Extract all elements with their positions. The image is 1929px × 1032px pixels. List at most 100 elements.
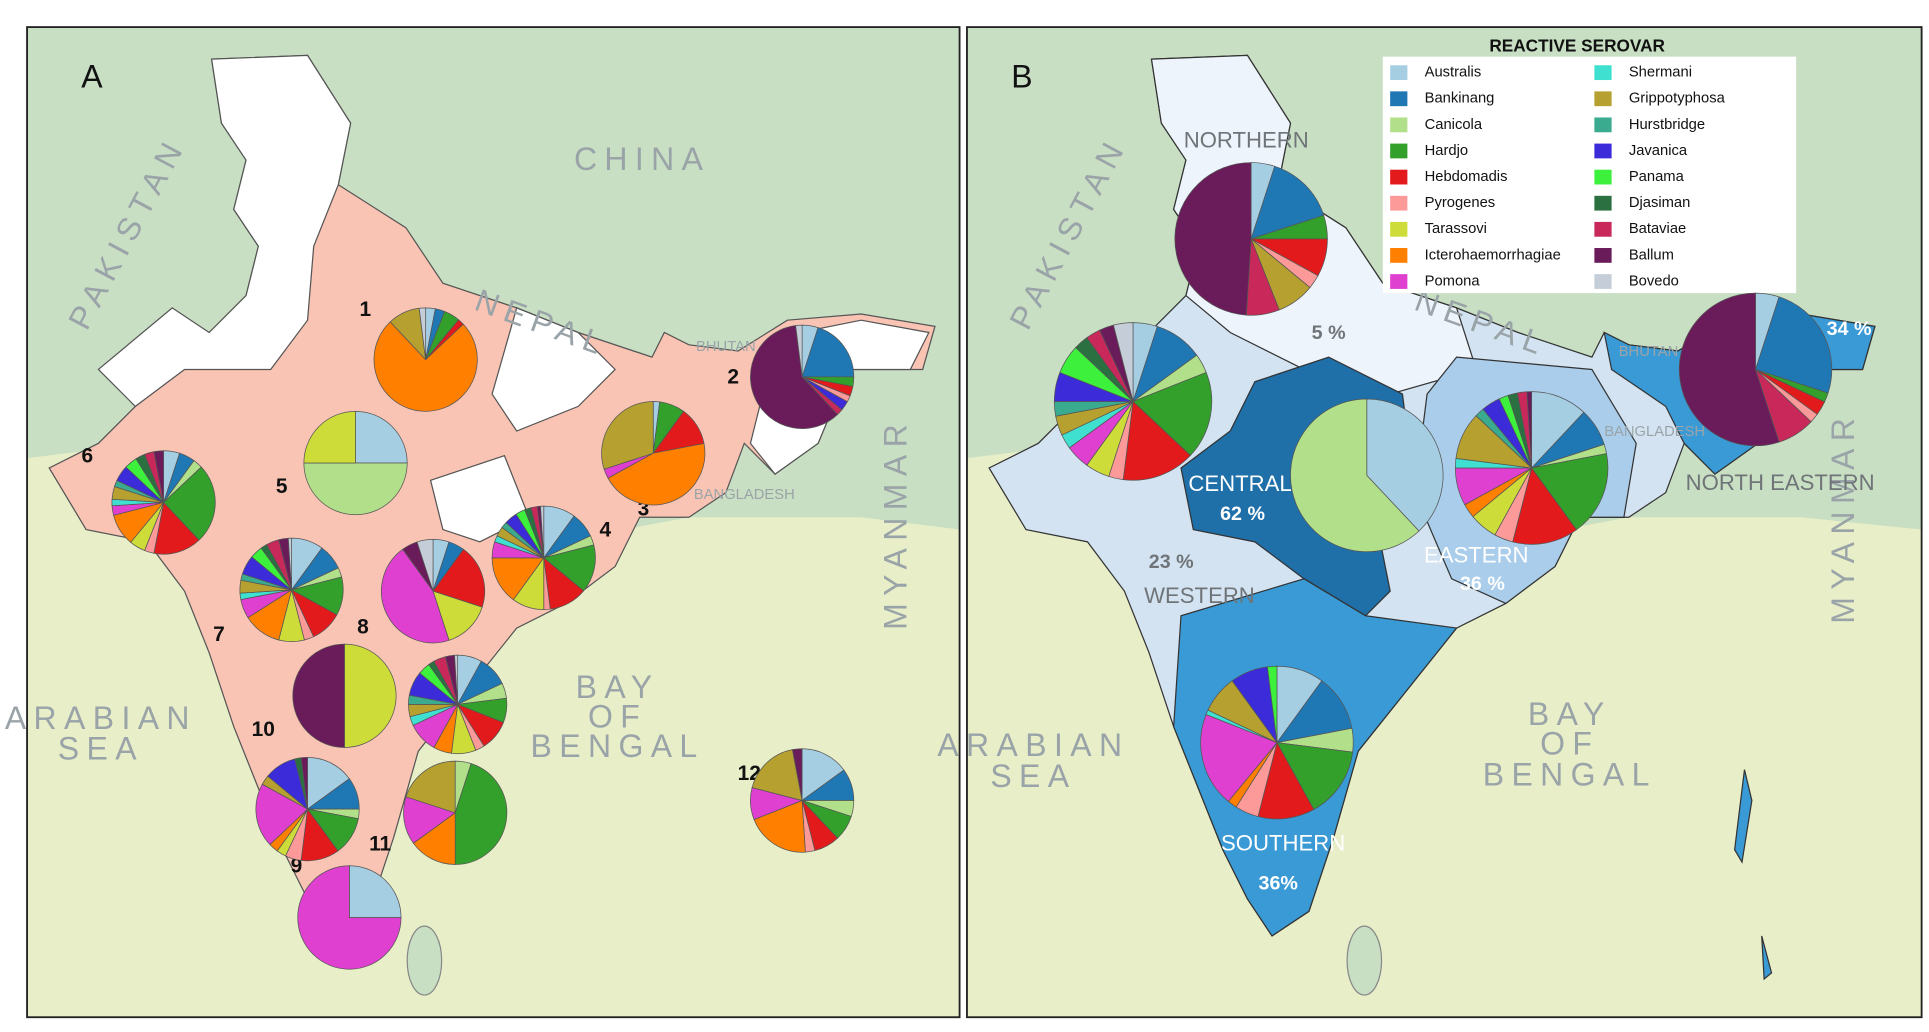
legend-swatch	[1594, 195, 1612, 211]
legend-label: Bovedo	[1629, 273, 1679, 289]
legend-label: Pomona	[1425, 273, 1481, 289]
legend-swatch	[1594, 117, 1612, 133]
region-number: 10	[252, 718, 275, 741]
region-percent: 34 %	[1827, 318, 1872, 340]
region-number: 8	[357, 616, 369, 639]
pie-slice	[303, 410, 356, 464]
legend-label: Hebdomadis	[1425, 169, 1508, 185]
pie-slice	[1512, 467, 1577, 545]
legend-swatch	[1390, 117, 1408, 133]
region-name: NORTHERN	[1184, 127, 1309, 152]
legend-swatch	[1594, 65, 1612, 81]
pie-slice	[1113, 322, 1134, 402]
pie-slice	[542, 544, 596, 592]
legend-swatch	[1390, 248, 1408, 263]
pie-slice	[1250, 165, 1325, 240]
pie-slice	[412, 812, 456, 865]
legend-label: Javanica	[1629, 143, 1688, 159]
pie-slice	[801, 327, 855, 378]
legend-label: Australis	[1425, 65, 1482, 81]
region-name: SOUTHERN	[1221, 831, 1345, 856]
pie-slice	[153, 450, 164, 503]
legend-label: Bankinang	[1425, 91, 1495, 107]
legend-swatch	[1390, 221, 1408, 237]
legend-label: Shermani	[1629, 65, 1692, 81]
legend-label: Panama	[1629, 169, 1685, 185]
legend-label: Grippotyphosa	[1629, 91, 1726, 107]
region-name: NORTH EASTERN	[1686, 470, 1875, 495]
pie-slice	[297, 865, 402, 970]
legend-label: Bataviae	[1629, 221, 1686, 237]
pie-slice	[255, 783, 309, 846]
legend-box	[1382, 56, 1797, 294]
place-label: SEA	[990, 758, 1076, 794]
place-label: SEA	[58, 731, 144, 767]
pie-slice	[300, 757, 308, 810]
pie-slice	[344, 643, 397, 748]
legend-label: Pyrogenes	[1425, 195, 1496, 211]
pie-slice	[1200, 714, 1278, 802]
pie-slice	[432, 548, 486, 608]
pie-slice	[373, 321, 478, 412]
region-number: 11	[369, 832, 391, 855]
region-number: 1	[360, 298, 372, 321]
region-number: 3	[638, 497, 650, 520]
place-label: BHUTAN	[696, 339, 756, 355]
pie-slice	[1366, 398, 1444, 532]
legend-label: Djasiman	[1629, 195, 1691, 211]
place-label: MYANMAR	[1825, 411, 1861, 624]
place-label: BENGAL	[1483, 757, 1657, 793]
pie-slice	[791, 748, 803, 801]
legend-label: Icterohaemorrhagiae	[1425, 247, 1561, 263]
place-label: ARABIAN	[937, 727, 1129, 763]
region-number: 2	[727, 366, 739, 389]
pie-slice	[795, 324, 803, 377]
pie-slice	[1122, 400, 1191, 481]
pie-slice	[1174, 162, 1252, 316]
place-label: BENGAL	[531, 728, 705, 764]
legend-title: REACTIVE SEROVAR	[1489, 35, 1665, 55]
pie-slice	[405, 760, 456, 814]
pie-slice	[355, 410, 408, 464]
region-number: 4	[599, 518, 611, 541]
legend-swatch	[1594, 221, 1612, 237]
pie-slice	[1276, 742, 1354, 811]
legend: Australis Bankinang Canicola Hardjo Hebdomad…	[1390, 65, 1726, 289]
place-label: BAY	[1528, 696, 1612, 732]
region-number: 5	[276, 475, 288, 498]
region-percent: 5 %	[1312, 322, 1346, 344]
region-percent: 36%	[1259, 872, 1298, 894]
legend-swatch	[1594, 248, 1612, 263]
place-label: BANGLADESH	[1604, 424, 1705, 440]
panel-a-frame	[26, 26, 961, 1019]
pie-slice	[303, 462, 408, 516]
pie-slice	[540, 505, 545, 558]
region-number: 7	[213, 623, 225, 646]
legend-swatch	[1594, 143, 1612, 159]
pie-slice	[416, 539, 434, 592]
place-label: ARABIAN	[5, 700, 197, 736]
pie-slice	[287, 537, 292, 590]
legend-swatch	[1594, 91, 1612, 107]
panel-label: B	[1011, 58, 1032, 94]
pie-slice	[607, 443, 706, 506]
legend-swatch	[1390, 143, 1408, 159]
pie-slice	[403, 796, 456, 844]
region-number: 9	[291, 855, 303, 878]
legend-swatch	[1390, 274, 1408, 289]
pies	[111, 162, 1833, 970]
legend-label: Canicola	[1425, 117, 1483, 133]
pie-slice	[1678, 292, 1780, 447]
legend-swatch	[1594, 169, 1612, 185]
pie-slice	[454, 654, 459, 705]
region-name: EASTERN	[1424, 542, 1529, 567]
place-label: BAY	[576, 669, 660, 705]
pie-slice	[292, 643, 345, 748]
pie-slice	[418, 307, 427, 360]
place-label: OF	[588, 699, 647, 735]
pie-slice	[163, 466, 216, 541]
region-name: CENTRAL	[1188, 471, 1291, 496]
legend-label: Tarassovi	[1425, 221, 1487, 237]
place-label: BHUTAN	[1619, 344, 1679, 360]
